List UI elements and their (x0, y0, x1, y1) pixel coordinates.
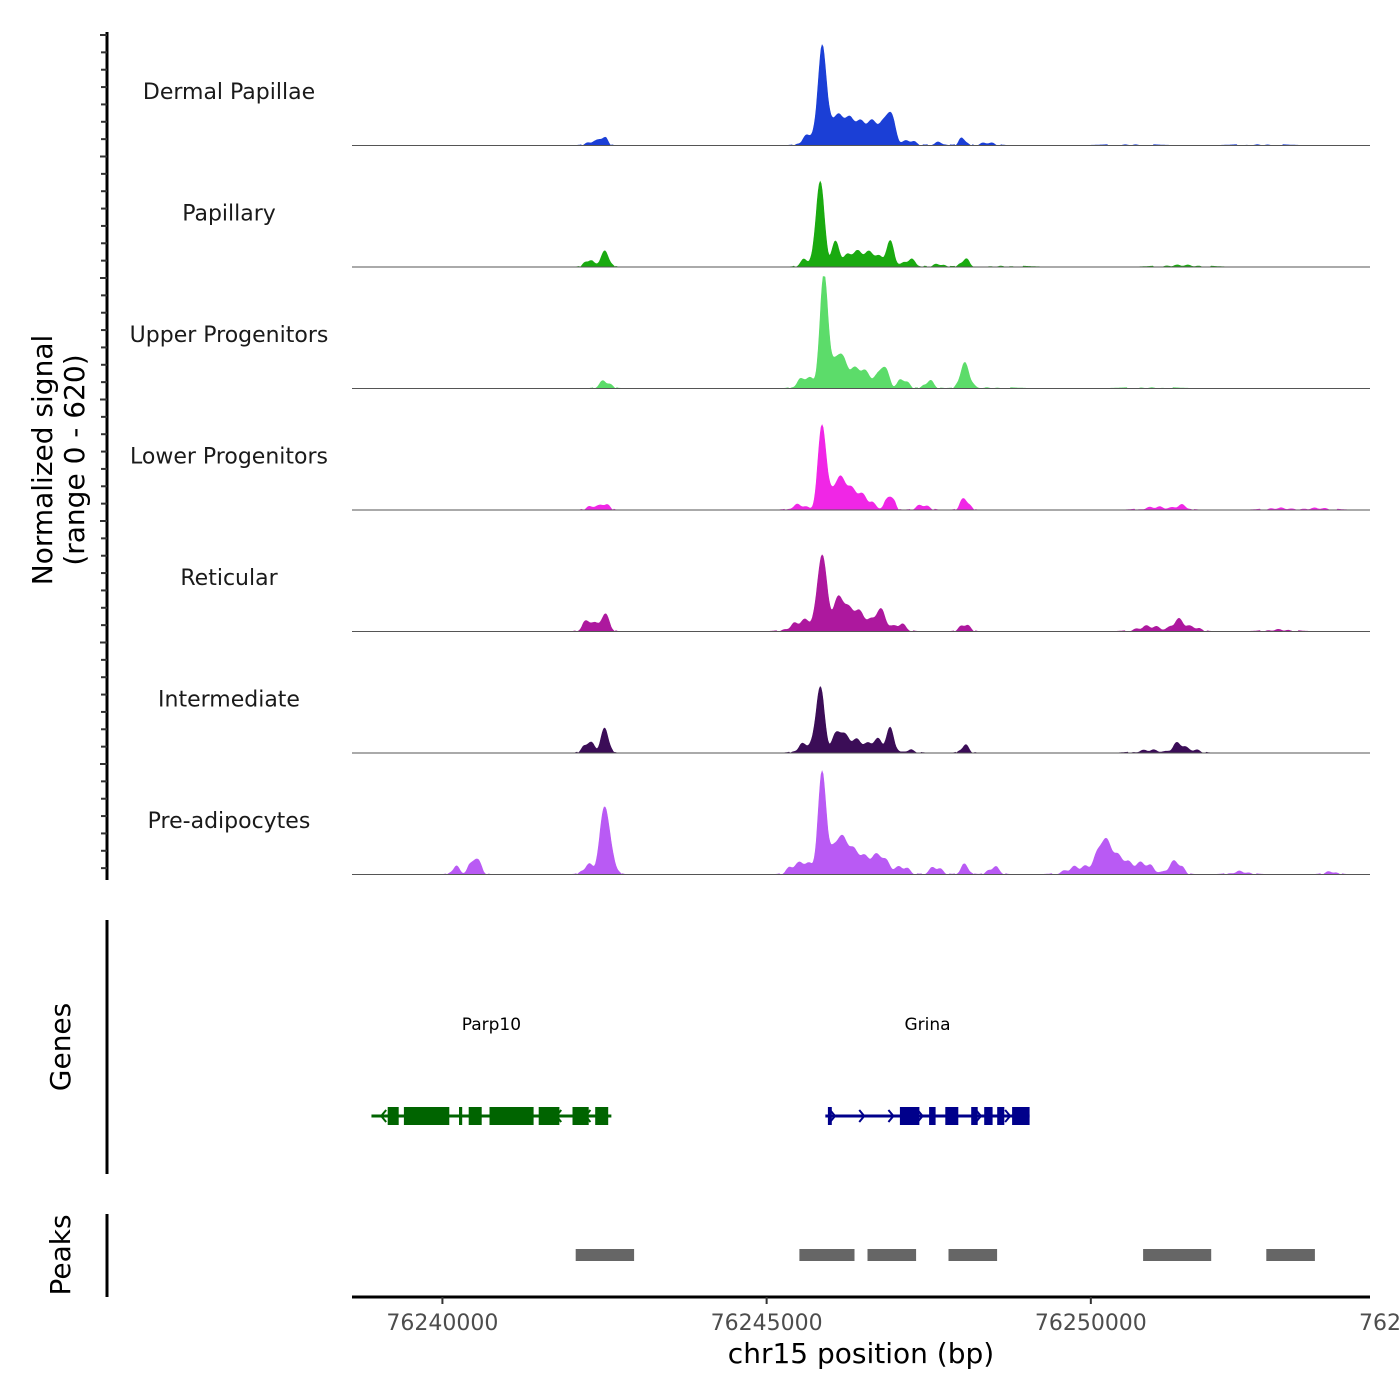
coverage-area (365, 276, 1351, 389)
coverage-area (365, 180, 1351, 268)
track-pre-adipocytes: Pre-adipocytes (148, 770, 1370, 875)
gene-exon (387, 1107, 399, 1125)
track-intermediate: Intermediate (158, 685, 1370, 754)
x-tick-label: 76245000 (711, 1311, 823, 1336)
gene-grina: Grina (825, 1015, 1030, 1125)
gene-annotation-track: Parp10 Grina (371, 1015, 1030, 1125)
gene-exon (403, 1107, 450, 1125)
coverage-area (365, 770, 1351, 875)
peak-region (1143, 1249, 1212, 1261)
gene-exon (945, 1107, 959, 1125)
gene-exon (1012, 1107, 1030, 1125)
strand-arrow (1004, 1109, 1012, 1123)
y-axis-title-line2: (range 0 - 620) (58, 354, 91, 565)
gene-exon (984, 1107, 993, 1125)
track-reticular: Reticular (180, 554, 1370, 632)
track-label: Pre-adipocytes (148, 809, 311, 834)
strand-arrow (379, 1109, 387, 1123)
coverage-tracks: Dermal Papillae Papillary Upper Progenitor… (130, 44, 1370, 875)
x-axis-ticks: 76240000 76245000 76250000 76255000 (386, 1297, 1400, 1336)
gene-exon (468, 1107, 482, 1125)
gene-exon (997, 1107, 1005, 1125)
track-label: Papillary (182, 202, 276, 227)
coverage-area (365, 554, 1351, 632)
track-label: Lower Progenitors (130, 445, 328, 470)
gene-exon (595, 1107, 609, 1125)
track-papillary: Papillary (182, 180, 1370, 268)
track-label: Intermediate (158, 688, 300, 713)
gene-name: Parp10 (462, 1015, 521, 1035)
track-lower-progenitors: Lower Progenitors (130, 424, 1370, 511)
strand-arrow (858, 1109, 866, 1123)
gene-exon (459, 1107, 463, 1125)
track-label: Dermal Papillae (143, 80, 315, 105)
peak-region (575, 1249, 635, 1261)
track-dermal-papillae: Dermal Papillae (143, 44, 1370, 146)
peaks-track (575, 1249, 1315, 1261)
peak-region (1266, 1249, 1315, 1261)
x-tick-label: 76250000 (1035, 1311, 1147, 1336)
peak-region (799, 1249, 855, 1261)
y-axis-title-line1: Normalized signal (26, 335, 59, 586)
x-axis-title: chr15 position (bp) (728, 1337, 994, 1370)
gene-exon (929, 1107, 936, 1125)
gene-exon (971, 1107, 978, 1125)
coverage-area (365, 424, 1351, 511)
strand-arrow (887, 1109, 895, 1123)
track-upper-progenitors: Upper Progenitors (130, 276, 1370, 389)
peaks-track-label: Peaks (44, 1214, 77, 1295)
coverage-area (365, 44, 1351, 146)
gene-name: Grina (904, 1015, 950, 1035)
peak-region (948, 1249, 998, 1261)
x-tick-label: 76255000 (1359, 1311, 1400, 1336)
gene-parp10: Parp10 (371, 1015, 612, 1125)
gene-exon (572, 1107, 589, 1125)
track-label: Reticular (180, 566, 278, 591)
y-axis-ticks (100, 34, 107, 870)
coverage-area (365, 685, 1351, 754)
gene-exon (538, 1107, 560, 1125)
genes-track-label: Genes (44, 1003, 77, 1091)
y-axis-title: Normalized signal (range 0 - 620) (26, 335, 91, 586)
gene-exon (827, 1107, 832, 1125)
track-label: Upper Progenitors (130, 323, 329, 348)
gene-exon (489, 1107, 534, 1125)
gene-exon (899, 1107, 920, 1125)
x-tick-label: 76240000 (386, 1311, 498, 1336)
peak-region (867, 1249, 917, 1261)
